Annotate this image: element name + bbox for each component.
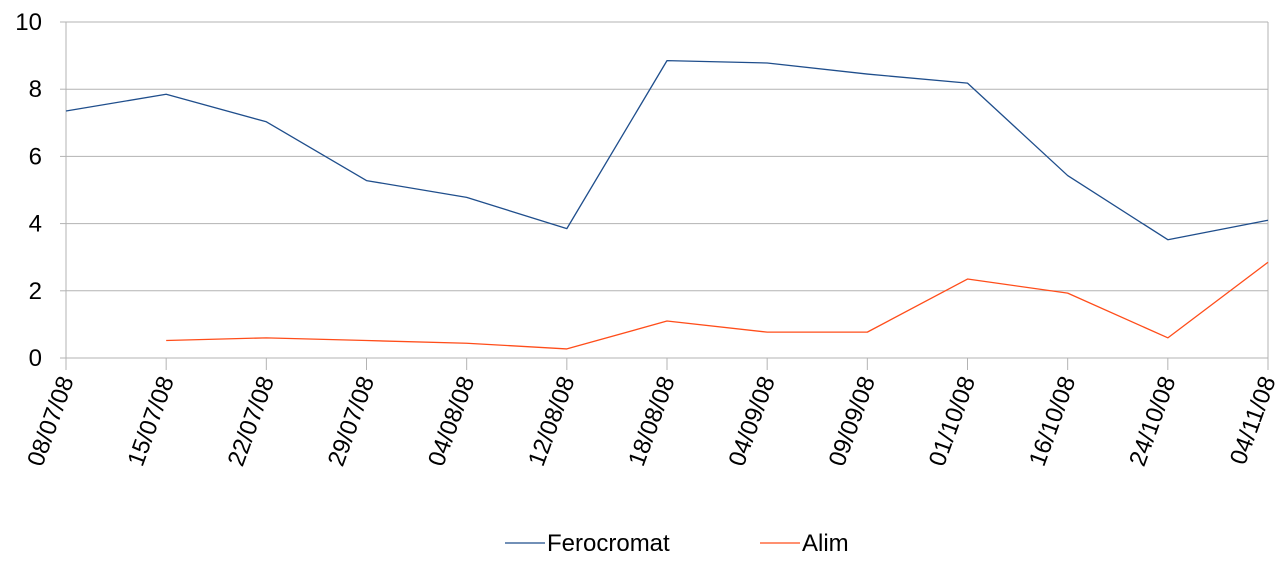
tick-labels: 0 2 4 6 8 10 08/07/08 15/07/08 22/07/08 29/07/08 0…: [15, 9, 1281, 470]
x-tick-label: 09/09/08: [824, 373, 881, 470]
series-line-ferocromat: [65, 59, 1269, 241]
x-tick-label: 29/07/08: [323, 373, 380, 470]
data-point-ferocromat: [1266, 218, 1270, 222]
data-point-ferocromat: [665, 59, 669, 63]
data-point-alim: [1066, 291, 1070, 295]
data-point-alim: [865, 330, 869, 334]
data-point-ferocromat: [1166, 238, 1170, 242]
data-point-ferocromat: [565, 227, 569, 231]
x-tick-label: 16/10/08: [1024, 373, 1081, 470]
x-tick-label: 22/07/08: [223, 373, 280, 470]
data-point-alim: [465, 341, 469, 345]
x-tick-label: 04/08/08: [423, 373, 480, 470]
y-tick-label: 6: [29, 143, 42, 170]
data-point-alim: [665, 319, 669, 323]
y-tick-label: 10: [15, 9, 42, 36]
data-point-alim: [365, 339, 369, 343]
y-tick-label: 8: [29, 76, 42, 103]
data-point-ferocromat: [365, 179, 369, 183]
data-point-ferocromat: [64, 109, 68, 113]
data-point-alim: [1266, 260, 1270, 264]
x-tick-label: 15/07/08: [122, 373, 179, 470]
y-tick-label: 4: [29, 211, 42, 238]
data-point-ferocromat: [164, 92, 168, 96]
data-point-ferocromat: [765, 61, 769, 65]
y-tick-label: 2: [29, 278, 42, 305]
data-point-alim: [966, 277, 970, 281]
series-line-alim: [166, 261, 1269, 350]
data-point-ferocromat: [966, 81, 970, 85]
legend: Ferocromat Alim: [505, 530, 849, 557]
legend-label-alim: Alim: [802, 530, 849, 557]
axes: [60, 21, 1269, 370]
data-point-alim: [264, 336, 268, 340]
x-tick-label: 18/08/08: [623, 373, 680, 470]
gridlines: [66, 21, 1268, 359]
data-point-ferocromat: [264, 120, 268, 124]
data-point-ferocromat: [865, 72, 869, 76]
x-tick-label: 08/07/08: [22, 373, 79, 470]
data-point-alim: [765, 330, 769, 334]
series-lines: [64, 59, 1270, 351]
y-tick-label: 0: [29, 345, 42, 372]
data-point-ferocromat: [1066, 174, 1070, 178]
x-tick-label: 12/08/08: [523, 373, 580, 470]
x-tick-label: 04/09/08: [723, 373, 780, 470]
x-tick-label: 24/10/08: [1124, 373, 1181, 470]
data-point-alim: [1166, 336, 1170, 340]
x-tick-label: 04/11/08: [1225, 373, 1282, 468]
x-tick-label: 01/10/08: [924, 373, 981, 470]
data-point-ferocromat: [465, 195, 469, 199]
legend-label-ferocromat: Ferocromat: [547, 530, 670, 557]
data-point-alim: [565, 347, 569, 351]
data-point-alim: [164, 339, 168, 343]
